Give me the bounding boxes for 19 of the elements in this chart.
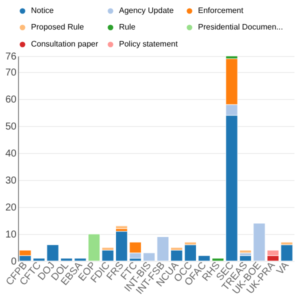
bar bbox=[115, 226, 128, 229]
legend-label: Consultation paper bbox=[31, 40, 98, 48]
y-tick-label: 40 bbox=[5, 148, 17, 160]
y-tick-label: 60 bbox=[5, 94, 17, 106]
legend-label: Notice bbox=[31, 6, 54, 15]
y-tick-label: 20 bbox=[5, 202, 17, 214]
legend-label: Rule bbox=[119, 22, 136, 32]
y-tick-label: 30 bbox=[5, 176, 17, 187]
y-tick-label: 76 bbox=[5, 52, 17, 62]
legend-label: Enforcement bbox=[198, 6, 244, 15]
y-tick-label: 50 bbox=[5, 122, 17, 133]
y-tick-label: 10 bbox=[5, 230, 17, 241]
legend-label: Proposed Rule bbox=[31, 22, 84, 32]
y-tick-label: 70 bbox=[5, 68, 17, 79]
legend-label: Agency Update bbox=[119, 6, 174, 15]
legend-label: Policy statement bbox=[119, 40, 178, 48]
legend-label: Presidential Documen... bbox=[198, 22, 283, 32]
y-tick-label: 0 bbox=[10, 256, 17, 268]
x-tick-label: VA bbox=[274, 260, 292, 278]
